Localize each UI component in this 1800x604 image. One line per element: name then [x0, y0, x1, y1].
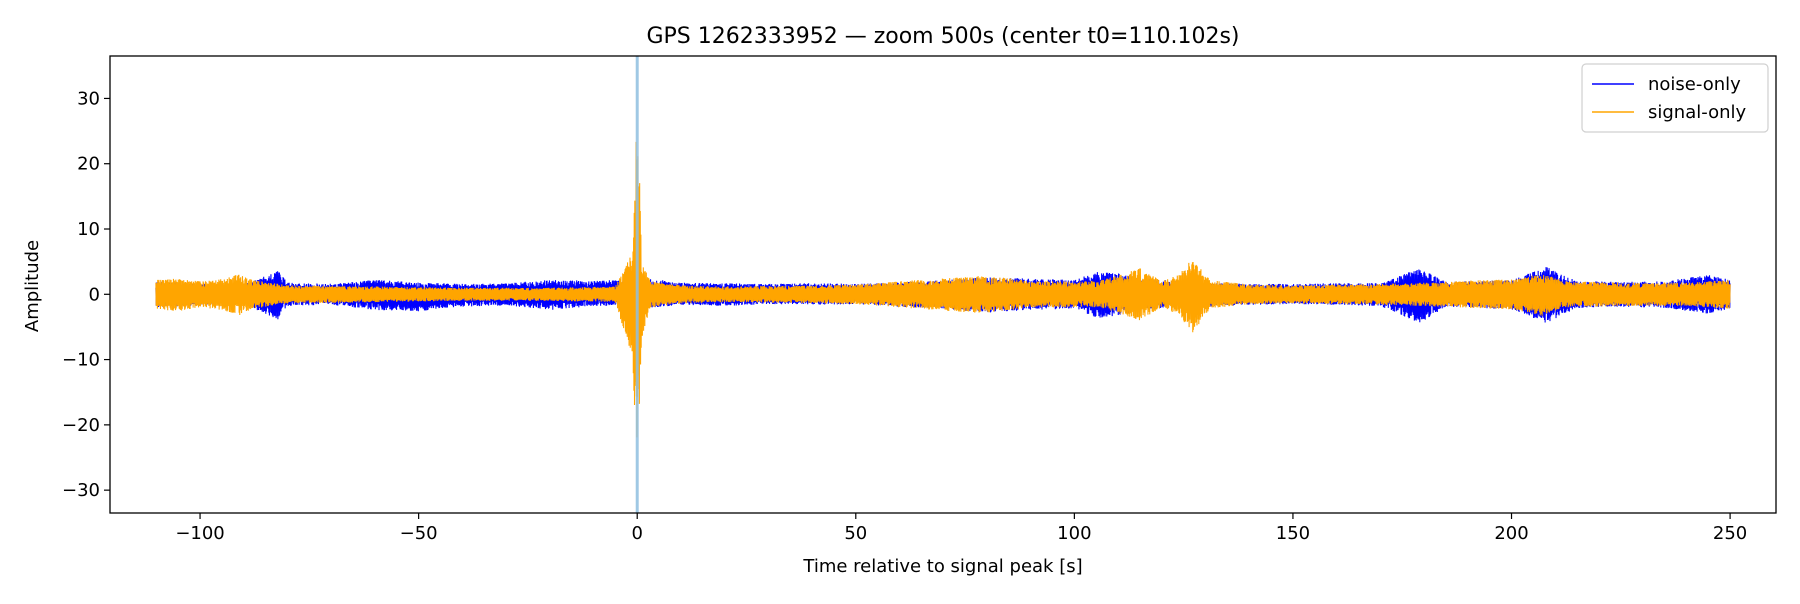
y-tick-label: 20 [77, 154, 100, 175]
y-axis-label: Amplitude [22, 240, 43, 332]
series-signal-only-line [155, 141, 1731, 438]
y-tick-label: 30 [77, 88, 100, 109]
legend: noise-only signal-only [1581, 63, 1769, 133]
x-tick-label: −100 [175, 523, 224, 544]
y-tick-label: 0 [89, 284, 100, 305]
x-tick-label: 100 [1057, 523, 1091, 544]
y-tick-label: −20 [62, 415, 100, 436]
x-tick-label: 0 [631, 523, 642, 544]
x-tick-label: 150 [1276, 523, 1310, 544]
y-tick-label: −30 [62, 480, 100, 501]
x-axis-label: Time relative to signal peak [s] [802, 556, 1082, 577]
y-tick-label: 10 [77, 219, 100, 240]
x-tick-label: 250 [1713, 523, 1747, 544]
legend-label-noise-only: noise-only [1648, 74, 1741, 95]
legend-box [1581, 63, 1769, 133]
x-tick-label: 200 [1494, 523, 1528, 544]
legend-label-signal-only: signal-only [1648, 102, 1746, 123]
chart-title: GPS 1262333952 — zoom 500s (center t0=11… [646, 24, 1239, 49]
plot-frame [109, 55, 1777, 514]
x-tick-label: 50 [844, 523, 867, 544]
x-tick-label: −50 [400, 523, 438, 544]
y-tick-label: −10 [62, 350, 100, 371]
